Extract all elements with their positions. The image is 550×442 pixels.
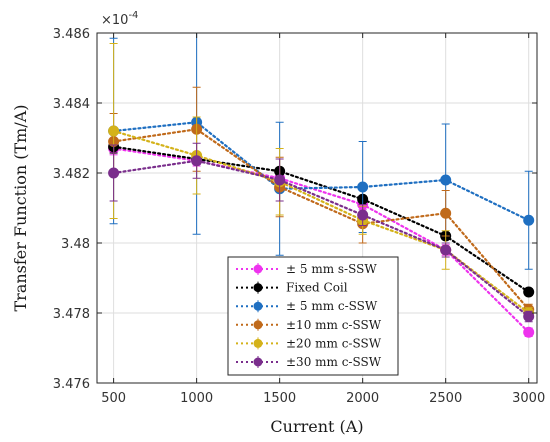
legend-entry-5: ±30 mm c-SSW: [236, 355, 382, 369]
series-5: [108, 142, 535, 323]
legend-entries: ± 5 mm s-SSW Fixed Coil ± 5 mm c-SSW ±10 mm…: [236, 262, 382, 369]
data-point: [357, 209, 369, 221]
series-line: [112, 121, 530, 222]
data-point: [274, 174, 286, 186]
y-axis-title: Transfer Function (Tm/A): [11, 104, 30, 311]
data-point: [108, 167, 120, 179]
series-line: [112, 128, 530, 311]
legend-marker: [253, 320, 263, 330]
legend-label: Fixed Coil: [286, 281, 348, 295]
x-tick-label: 2000: [346, 391, 379, 406]
data-series: [108, 33, 535, 338]
data-point: [440, 244, 452, 256]
series-line: [112, 147, 530, 334]
data-point: [523, 326, 535, 338]
legend-marker: [253, 357, 263, 367]
series-line: [112, 159, 530, 318]
legend-marker: [253, 264, 263, 274]
legend-entry-0: ± 5 mm s-SSW: [236, 262, 377, 276]
legend-label: ± 5 mm s-SSW: [286, 262, 377, 276]
data-point: [523, 214, 535, 226]
data-point: [357, 181, 369, 193]
data-point: [440, 174, 452, 186]
x-axis-title: Current (A): [270, 417, 363, 436]
data-point: [440, 207, 452, 219]
data-point: [523, 311, 535, 322]
y-tick-label: 3.486: [53, 27, 90, 42]
x-tick-label: 1500: [263, 391, 296, 406]
x-tick-label: 500: [101, 391, 126, 406]
data-point: [191, 155, 203, 167]
x-tick-label: 2500: [429, 391, 462, 406]
x-tick-label: 3000: [512, 391, 545, 406]
legend-marker: [253, 301, 263, 311]
legend: ± 5 mm s-SSW Fixed Coil ± 5 mm c-SSW ±10 mm…: [227, 256, 399, 376]
legend-marker: [253, 283, 263, 293]
y-axis-exponent-base: ×10: [101, 13, 128, 28]
legend-label: ±10 mm c-SSW: [286, 318, 382, 332]
series-line: [112, 145, 530, 294]
y-tick-label: 3.476: [53, 377, 90, 392]
legend-entry-4: ±20 mm c-SSW: [236, 336, 382, 350]
legend-label: ±30 mm c-SSW: [286, 355, 382, 369]
legend-entry-2: ± 5 mm c-SSW: [236, 299, 378, 313]
data-point: [108, 125, 120, 137]
x-tick-label: 1000: [180, 391, 213, 406]
legend-entry-1: Fixed Coil: [236, 281, 348, 295]
y-tick-label: 3.482: [53, 167, 90, 182]
axis-ticks: 500 1000 1500 2000 2500 3000 3.476 3.478 3.48 3.4…: [53, 27, 545, 406]
legend-label: ± 5 mm c-SSW: [286, 299, 378, 313]
y-tick-label: 3.48: [61, 237, 90, 252]
legend-label: ±20 mm c-SSW: [286, 336, 382, 350]
legend-marker: [253, 338, 263, 348]
y-axis-exponent: ×10-4: [101, 10, 138, 28]
legend-entry-3: ±10 mm c-SSW: [236, 318, 382, 332]
data-point: [523, 286, 535, 298]
y-tick-label: 3.478: [53, 307, 90, 322]
plot-frame: [96, 32, 538, 384]
y-tick-label: 3.484: [53, 97, 90, 112]
y-axis-exponent-power: -4: [128, 10, 138, 21]
legend-box: [227, 256, 399, 376]
